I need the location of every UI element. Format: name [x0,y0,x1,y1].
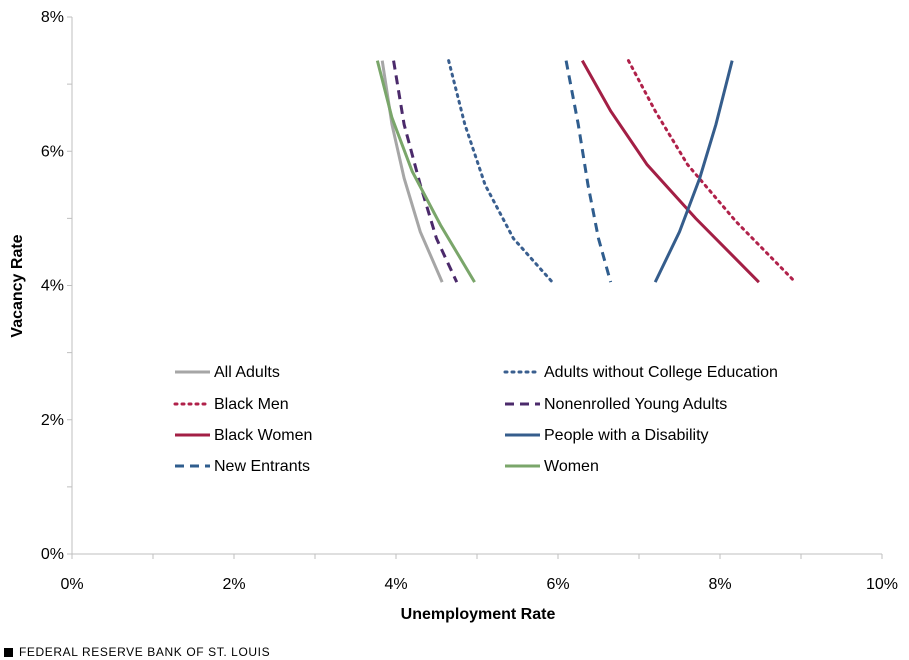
footer-square-icon [4,647,13,657]
legend-label: Adults without College Education [544,364,778,381]
y-tick-label: 6% [41,143,64,160]
x-tick-label: 4% [384,576,407,593]
footer-text: FEDERAL RESERVE BANK OF ST. LOUIS [19,645,271,659]
x-tick-label: 6% [546,576,569,593]
series-line-new-entrants [564,60,613,283]
legend-label: Black Women [214,427,312,444]
series-line-people-with-a-disability [653,60,734,283]
x-tick-label: 2% [222,576,245,593]
legend-label: Nonenrolled Young Adults [544,396,727,413]
x-axis-label: Unemployment Rate [401,606,556,623]
legend-label: Black Men [214,396,289,413]
vacancy-unemployment-chart: 0% 2% 4% 6% 8% 0% 2% 4% 6% 8% 10% All Adults Adults… [9,9,898,623]
axes: 0% 2% 4% 6% 8% 0% 2% 4% 6% 8% 10% [41,9,898,593]
x-tick-label: 8% [708,576,731,593]
series-line-women [375,60,476,283]
y-axis-label: Vacancy Rate [9,234,26,337]
series-line-adults-without-college-education [447,59,554,284]
x-tick-label: 0% [60,576,83,593]
legend: All Adults Adults without College Educati… [173,364,778,475]
legend-label: New Entrants [214,458,310,475]
series-line-black-men [626,59,797,284]
legend-label: Women [544,458,599,475]
series-line-black-women [580,59,760,284]
footer: FEDERAL RESERVE BANK OF ST. LOUIS [4,645,270,659]
legend-label: People with a Disability [544,427,709,444]
y-tick-label: 8% [41,9,64,26]
x-tick-label: 10% [866,576,898,593]
series-layer [375,59,797,284]
legend-label: All Adults [214,364,280,381]
y-tick-label: 4% [41,278,64,295]
y-tick-label: 0% [41,546,64,563]
y-tick-label: 2% [41,412,64,429]
